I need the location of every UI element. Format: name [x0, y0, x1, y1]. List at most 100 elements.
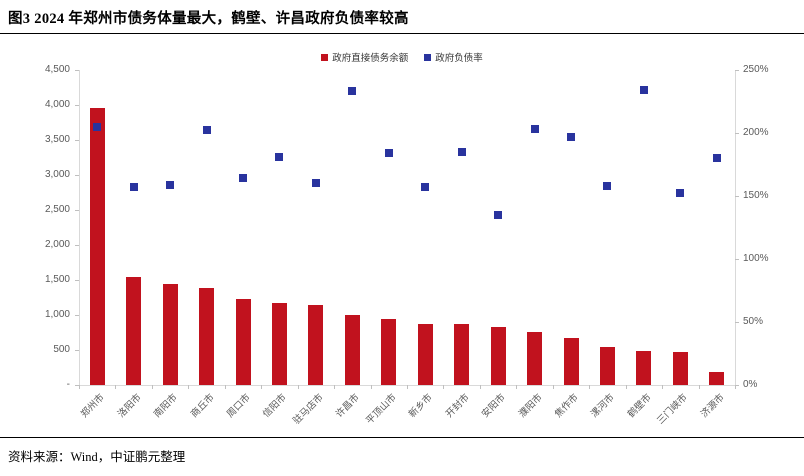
ratio-dot: [639, 86, 648, 95]
x-axis-tick: [698, 385, 700, 389]
left-axis-tick: [75, 385, 79, 386]
left-axis-tick: [75, 105, 79, 106]
x-axis-tick: [552, 385, 554, 389]
debt-bar: [709, 372, 725, 385]
ratio-dot: [712, 154, 721, 163]
x-axis-tick: [407, 385, 408, 389]
right-axis-tick: [735, 133, 739, 134]
ratio-dot: [239, 174, 247, 183]
left-axis-tick: [75, 70, 79, 71]
debt-bar: [235, 298, 251, 385]
debt-bar: [199, 287, 215, 385]
ratio-dot: [93, 122, 102, 131]
left-axis-tick-label: 4,500: [44, 64, 70, 75]
x-axis-tick: [516, 385, 518, 389]
debt-bar: [454, 324, 470, 385]
legend-swatch-debt-balance-icon: [321, 53, 329, 61]
right-axis-tick-label: 200%: [743, 127, 769, 138]
legend-label-debt-balance: 政府直接债务余额: [332, 53, 409, 64]
debt-bar: [89, 107, 105, 385]
x-axis-tick: [443, 385, 445, 389]
right-axis-line: [735, 70, 736, 385]
left-axis-tick: [75, 315, 79, 316]
chart-legend: 政府直接债务余额 政府负债率: [0, 50, 804, 64]
ratio-dot: [311, 179, 320, 188]
right-axis-tick-label: 0%: [743, 379, 758, 390]
x-axis-tick: [224, 385, 226, 389]
ratio-dot: [202, 126, 211, 135]
right-axis-tick: [735, 259, 739, 260]
ratio-dot: [676, 189, 685, 198]
left-axis-tick-label: 3,000: [44, 169, 70, 180]
legend-item-debt-ratio: 政府负债率: [424, 50, 483, 64]
debt-bar: [527, 332, 543, 385]
left-axis-line: [79, 70, 80, 385]
left-axis-tick-label: -: [66, 379, 70, 390]
ratio-dot: [384, 149, 393, 158]
legend-label-debt-ratio: 政府负债率: [435, 53, 483, 64]
left-axis-tick: [75, 140, 79, 141]
legend-swatch-debt-ratio-icon: [424, 53, 432, 61]
ratio-dot: [166, 180, 175, 189]
debt-bar: [599, 347, 615, 385]
ratio-dot: [603, 181, 612, 190]
ratio-dot: [129, 183, 138, 192]
x-axis-tick: [735, 385, 736, 389]
title-divider: [0, 33, 804, 34]
x-axis-tick: [479, 385, 481, 389]
left-axis-tick: [75, 350, 79, 351]
source-note: 资料来源：Wind，中证鹏元整理: [8, 450, 186, 464]
debt-bar: [490, 327, 506, 385]
x-axis-tick: [79, 385, 80, 389]
x-axis-tick: [261, 385, 263, 389]
left-axis-tick-label: 2,000: [44, 239, 70, 250]
left-axis-tick-label: 2,500: [44, 204, 70, 215]
ratio-dot: [567, 132, 575, 141]
ratio-dot: [530, 125, 539, 134]
debt-bar: [636, 351, 652, 385]
right-axis-tick-label: 100%: [743, 253, 769, 264]
right-axis-tick: [735, 322, 739, 323]
x-axis-tick: [589, 385, 591, 389]
ratio-dot: [494, 210, 503, 219]
x-axis-tick: [188, 385, 190, 389]
x-axis-tick: [334, 385, 336, 389]
left-axis-tick-label: 4,000: [44, 99, 70, 110]
x-axis-tick: [151, 385, 153, 389]
ratio-dot: [348, 87, 357, 96]
debt-bar: [308, 305, 324, 385]
ratio-dot: [275, 152, 284, 161]
legend-item-debt-balance: 政府直接债务余额: [321, 50, 408, 64]
x-axis-tick: [370, 385, 372, 389]
left-axis-tick: [75, 175, 79, 176]
left-axis-tick-label: 1,000: [44, 309, 70, 320]
right-axis-tick: [735, 385, 739, 386]
debt-bar: [344, 315, 360, 385]
x-axis-tick: [625, 385, 627, 389]
footer-divider: [0, 437, 804, 438]
debt-bar: [381, 318, 397, 385]
right-axis-tick: [735, 70, 739, 71]
left-axis-tick: [75, 245, 79, 246]
left-axis-tick-label: 1,500: [44, 274, 70, 285]
debt-bar: [672, 352, 688, 385]
debt-bar: [417, 323, 433, 385]
x-axis-tick: [115, 385, 117, 389]
figure-title: 图3 2024 年郑州市债务体量最大，鹤壁、许昌政府负债率较高: [8, 11, 409, 27]
debt-bar: [126, 276, 142, 385]
debt-bar: [563, 338, 579, 385]
right-axis-tick-label: 250%: [743, 64, 769, 75]
ratio-dot: [457, 147, 466, 156]
debt-bar: [162, 283, 178, 385]
left-axis-tick: [75, 280, 79, 281]
ratio-dot: [421, 183, 430, 192]
right-axis-tick-label: 50%: [743, 316, 764, 327]
right-axis-tick: [735, 196, 739, 197]
x-axis-tick: [662, 385, 664, 389]
left-axis-tick: [75, 210, 79, 211]
debt-bar: [271, 303, 287, 385]
left-axis-tick-label: 500: [53, 344, 70, 355]
left-axis-tick-label: 3,500: [44, 134, 70, 145]
